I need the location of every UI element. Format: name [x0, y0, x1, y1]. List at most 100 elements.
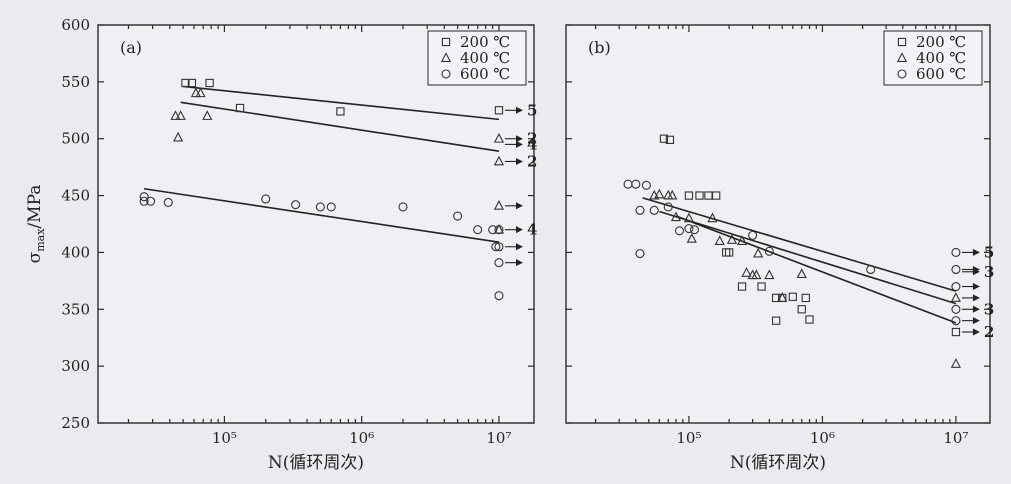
data-point-triangle — [714, 235, 725, 246]
data-point-triangle — [736, 235, 748, 246]
data-point-triangle — [493, 200, 505, 210]
runout-arrow-head — [515, 259, 523, 267]
x-tick-label: 10⁶ — [810, 429, 835, 447]
runout-count-label: 5 — [984, 243, 994, 261]
data-point-circle — [163, 197, 173, 207]
data-point-square — [724, 248, 734, 257]
y-tick-label: 500 — [61, 130, 90, 148]
legend-label: 400 ℃ — [460, 49, 510, 67]
data-point-circle — [139, 196, 149, 206]
runout-count-label: 3 — [984, 263, 994, 281]
data-point-square — [695, 191, 704, 200]
y-tick-label: 300 — [61, 357, 90, 375]
data-point-triangle — [741, 267, 752, 277]
y-axis-title-sub: max — [34, 228, 47, 252]
runout-arrow — [961, 283, 980, 291]
data-point-circle — [641, 180, 651, 190]
y-tick-label: 250 — [61, 414, 90, 432]
runout-count-label: 2 — [527, 130, 537, 148]
runout-arrow: 5 — [504, 101, 537, 119]
fit-line — [180, 101, 500, 153]
y-tick-label: 450 — [61, 187, 90, 205]
legend-marker-triangle — [440, 52, 452, 62]
data-point-square — [665, 135, 675, 145]
data-point-triangle — [667, 189, 678, 200]
runout-arrow-head — [972, 328, 980, 336]
legend-marker-circle — [897, 69, 907, 79]
data-point-square — [771, 316, 781, 325]
runout-arrow — [504, 259, 523, 267]
y-axis-title: σmax/MPa — [25, 185, 47, 264]
data-point-square — [797, 305, 806, 314]
runout-arrow-head — [515, 202, 523, 210]
data-point-circle — [951, 316, 961, 326]
x-tick-label: 10⁶ — [349, 429, 374, 447]
data-point-circle — [488, 225, 498, 235]
x-tick-label: 10⁷ — [943, 429, 968, 447]
data-point-circle — [491, 242, 501, 252]
data-point-triangle — [796, 268, 807, 278]
data-point-circle — [748, 230, 758, 240]
runout-arrow-head — [972, 317, 980, 325]
runout-arrow-head — [515, 226, 523, 234]
data-point-triangle — [173, 131, 184, 142]
legend-label: 600 ℃ — [460, 65, 510, 83]
data-point-square — [805, 315, 814, 324]
data-point-square — [788, 292, 797, 301]
x-tick-label: 10⁵ — [676, 429, 701, 447]
data-point-triangle — [753, 247, 764, 258]
runout-arrow-head — [515, 157, 523, 165]
data-point-triangle — [686, 232, 697, 243]
data-point-triangle — [493, 155, 505, 166]
x-axis-title: N(循环周次) — [730, 453, 826, 473]
data-point-circle — [473, 225, 483, 235]
data-point-square — [951, 327, 961, 337]
data-point-triangle — [950, 292, 962, 302]
runout-arrow: 4 — [504, 221, 537, 239]
data-point-circle — [494, 258, 504, 268]
legend-label: 400 ℃ — [916, 49, 966, 67]
data-point-circle — [663, 202, 673, 212]
data-point-circle — [494, 291, 504, 301]
data-point-triangle — [726, 234, 738, 244]
runout-arrow-head — [515, 243, 523, 251]
data-point-circle — [649, 205, 659, 215]
data-point-circle — [951, 281, 961, 292]
runout-count-label: 4 — [527, 135, 537, 153]
runout-count-label: 3 — [984, 300, 994, 318]
data-point-circle — [631, 179, 641, 189]
data-point-circle — [684, 223, 694, 234]
fit-line — [675, 215, 957, 324]
data-point-square — [205, 78, 214, 88]
data-point-circle — [139, 192, 149, 202]
data-point-triangle — [764, 269, 775, 280]
runout-arrow-head — [515, 106, 523, 114]
data-point-circle — [951, 247, 961, 257]
panel-label: (a) — [120, 38, 142, 57]
data-point-circle — [326, 202, 336, 212]
data-point-square — [336, 107, 345, 116]
data-point-triangle — [493, 132, 505, 143]
x-tick-label: 10⁷ — [486, 429, 511, 447]
data-point-square — [659, 134, 669, 143]
legend-box — [427, 30, 527, 86]
legend-marker-square — [441, 37, 451, 47]
runout-arrow-head — [972, 305, 980, 313]
data-point-square — [494, 106, 504, 115]
runout-arrow: 4 — [504, 135, 537, 153]
runout-arrow — [504, 202, 523, 210]
data-point-circle — [291, 200, 301, 210]
y-tick-label: 600 — [61, 16, 90, 34]
runout-arrow-head — [515, 135, 523, 143]
data-point-circle — [951, 264, 961, 275]
runout-arrow-head — [972, 294, 980, 302]
data-point-circle — [453, 211, 463, 221]
series-square — [659, 134, 961, 337]
legend-label: 600 ℃ — [916, 65, 966, 83]
legend-label: 200 ℃ — [460, 33, 510, 51]
legend-box — [883, 30, 983, 86]
data-point-triangle — [777, 292, 788, 302]
data-point-circle — [494, 225, 504, 235]
